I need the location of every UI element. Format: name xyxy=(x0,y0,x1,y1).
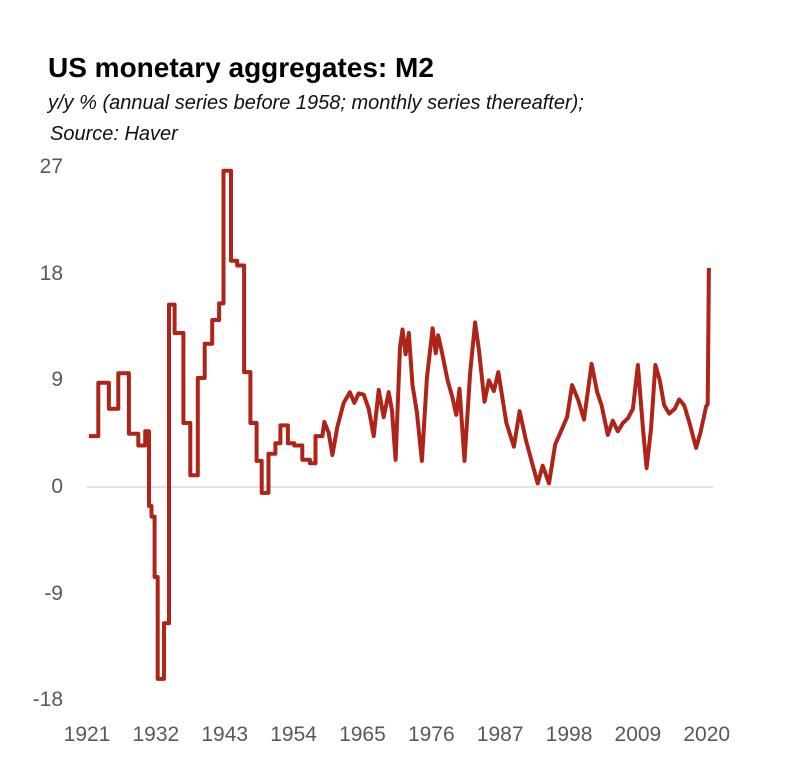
x-tick-label: 1943 xyxy=(201,723,249,746)
m2-series-line xyxy=(88,168,711,681)
y-tick-label: 27 xyxy=(39,155,63,179)
x-tick-label: 1998 xyxy=(545,723,593,746)
x-tick-label: 1954 xyxy=(270,723,317,746)
chart-source-note: Source: Haver xyxy=(50,123,178,145)
x-tick-label: 1976 xyxy=(407,723,455,746)
y-tick-label: 9 xyxy=(51,368,63,392)
chart-subtitle: y/y % (annual series before 1958; monthl… xyxy=(48,92,584,114)
x-tick-label: 2009 xyxy=(614,723,662,746)
x-tick-label: 1965 xyxy=(339,723,386,746)
y-tick-label: 18 xyxy=(39,261,63,285)
y-tick-label: 0 xyxy=(51,475,63,498)
x-tick-label: 1921 xyxy=(63,723,111,746)
x-tick-label: 1932 xyxy=(132,723,180,746)
x-tick-label: 2020 xyxy=(683,723,731,746)
x-tick-label: 1987 xyxy=(476,723,524,746)
y-tick-label: -9 xyxy=(44,581,63,605)
chart-title: US monetary aggregates: M2 xyxy=(48,52,434,83)
y-tick-label: -18 xyxy=(32,688,63,712)
